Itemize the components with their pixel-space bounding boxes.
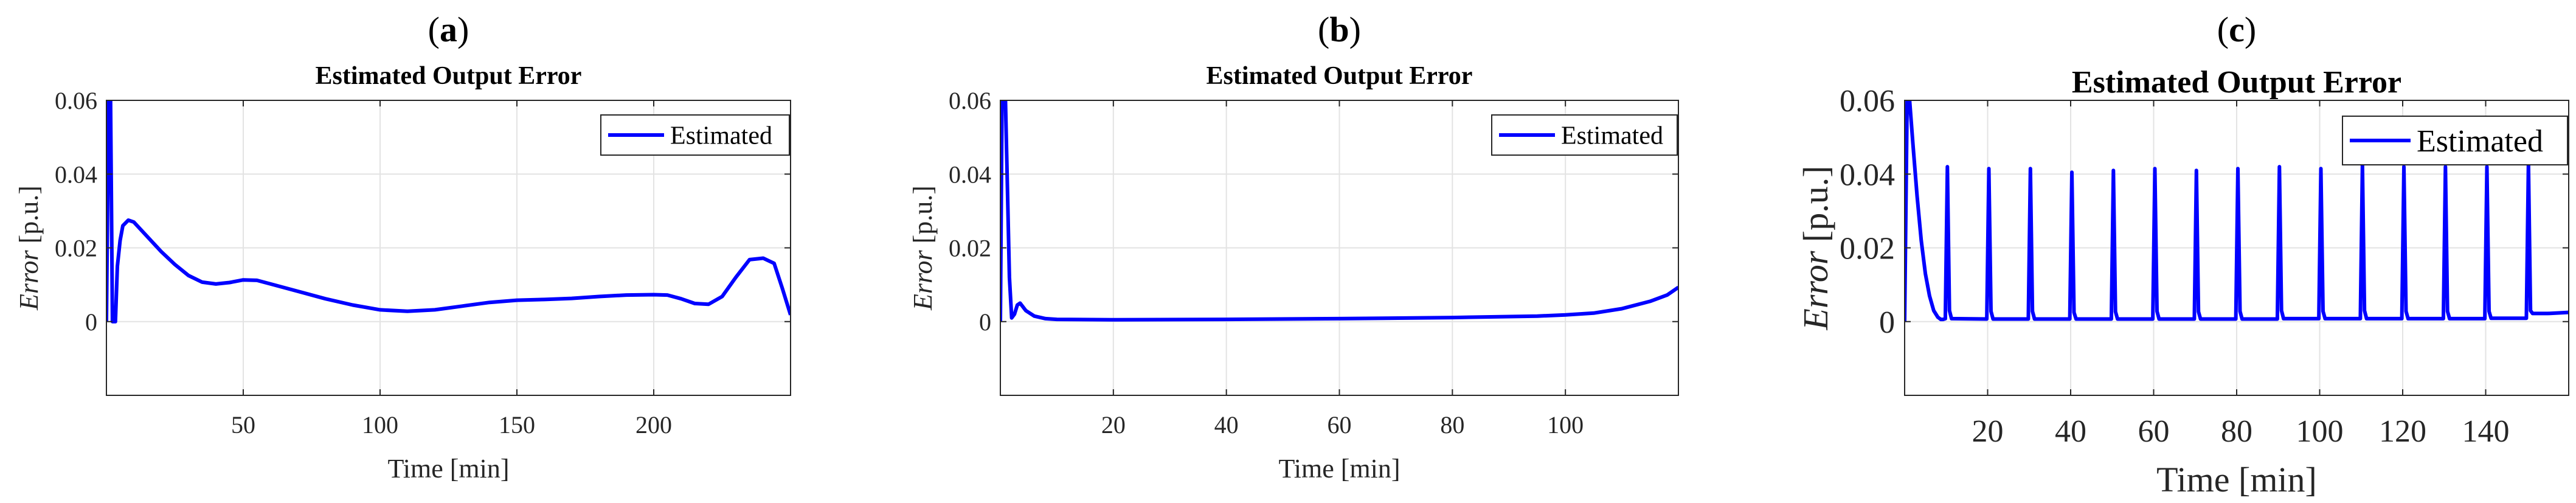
panel-label: (c)	[2217, 10, 2256, 49]
chart-title: Estimated Output Error	[316, 62, 582, 90]
panel-label: (b)	[1318, 10, 1361, 49]
panel-label: (a)	[428, 10, 469, 49]
y-tick-label: 0	[1879, 305, 1895, 340]
y-axis-label: Error [p.u.]	[908, 186, 938, 311]
x-tick-label: 50	[231, 411, 255, 439]
chart-panel-a: (a) Estimated Output Error 50 100 150 200 0 0.0…	[14, 10, 791, 484]
y-tick-label: 0.04	[55, 161, 97, 188]
x-tick-label: 200	[635, 411, 672, 439]
legend: Estimated	[1491, 114, 1678, 156]
x-tick-label: 20	[1101, 411, 1126, 439]
y-tick-label: 0.06	[1840, 84, 1895, 119]
legend: Estimated	[600, 114, 790, 156]
y-tick-label: 0.02	[949, 235, 991, 262]
chart-panel-b: (b) Estimated Output Error 20 40 60 80 100 0 0.0…	[908, 10, 1679, 484]
x-axis-label: Time [min]	[1278, 454, 1400, 484]
y-tick-label: 0.06	[949, 87, 991, 114]
y-tick-label: 0	[979, 308, 991, 336]
y-axis-label: Error [p.u.]	[1796, 165, 1835, 330]
x-tick-label: 60	[1328, 411, 1352, 439]
x-tick-label: 100	[362, 411, 398, 439]
x-tick-label: 40	[1214, 411, 1239, 439]
y-tick-label: 0.04	[1840, 158, 1895, 192]
x-tick-label: 150	[499, 411, 535, 439]
x-tick-label: 60	[2138, 414, 2170, 449]
series-line-0	[106, 100, 791, 324]
y-tick-label: 0	[85, 308, 97, 336]
y-tick-label: 0.02	[1840, 232, 1895, 266]
legend-label: Estimated	[670, 122, 772, 150]
x-tick-label: 120	[2379, 414, 2426, 449]
y-tick-label: 0.02	[55, 235, 97, 262]
chart-title: Estimated Output Error	[2072, 65, 2401, 100]
x-axis-label: Time [min]	[2156, 460, 2317, 499]
x-tick-label: 140	[2462, 414, 2510, 449]
x-tick-label: 20	[1972, 414, 2004, 449]
x-tick-label: 40	[2055, 414, 2086, 449]
x-tick-label: 80	[2221, 414, 2252, 449]
legend-label: Estimated	[1561, 122, 1663, 150]
series-line-0	[1000, 100, 1678, 322]
x-tick-label: 80	[1440, 411, 1464, 439]
x-tick-label: 100	[2296, 414, 2344, 449]
chart-panel-c: (c) Estimated Output Error 20 40 60 80 100 120 1…	[1796, 10, 2569, 499]
x-tick-label: 100	[1547, 411, 1584, 439]
chart-title: Estimated Output Error	[1207, 62, 1473, 90]
series-line-0	[1905, 100, 2569, 322]
y-tick-label: 0.04	[949, 161, 991, 188]
y-tick-label: 0.06	[55, 87, 97, 114]
y-axis-label: Error [p.u.]	[14, 186, 44, 311]
legend: Estimated	[2342, 116, 2568, 165]
legend-label: Estimated	[2417, 124, 2543, 159]
x-axis-label: Time [min]	[387, 454, 509, 484]
